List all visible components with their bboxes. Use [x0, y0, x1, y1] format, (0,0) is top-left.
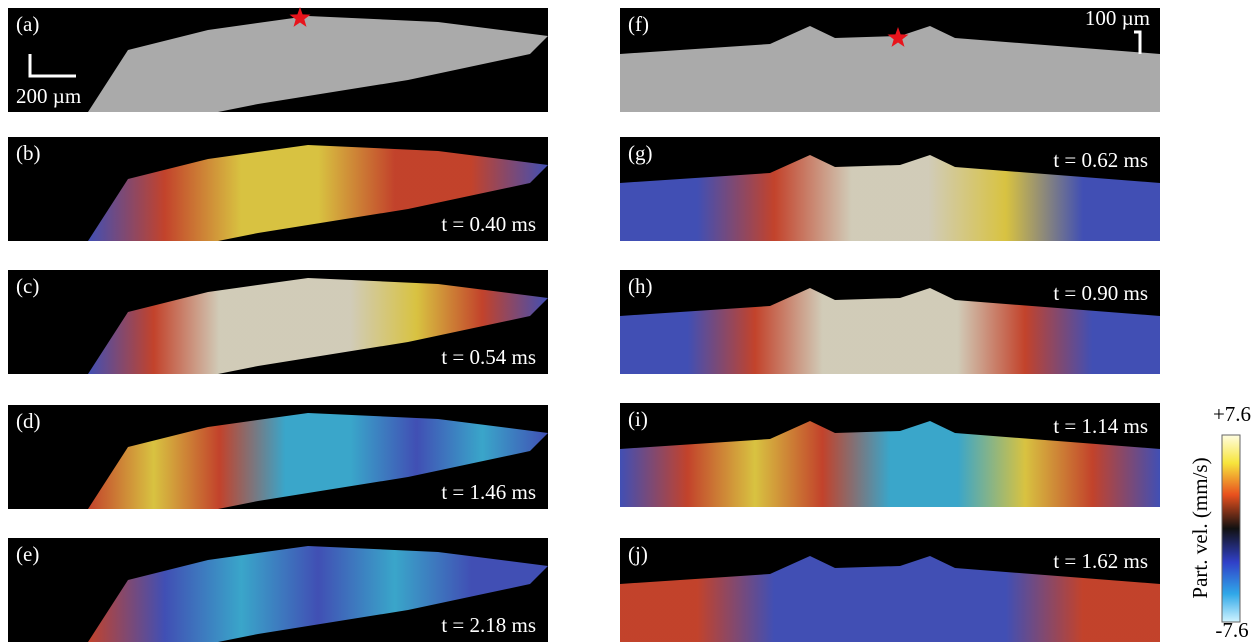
panel-label: (b)	[16, 141, 41, 165]
panel: (f) 100 µm	[620, 6, 1160, 112]
time-label: t = 1.46 ms	[441, 480, 536, 504]
panel-label: (g)	[628, 141, 653, 165]
panel: (h) t = 0.90 ms	[620, 270, 1160, 374]
time-label: t = 0.40 ms	[441, 212, 536, 236]
scale-bar-label: 200 µm	[16, 84, 81, 108]
panel: (g) t = 0.62 ms	[620, 137, 1160, 241]
colorbar-label: Part. vel. (mm/s)	[1188, 457, 1212, 598]
panel-label: (a)	[16, 12, 39, 36]
colorbar-max: +7.6	[1213, 402, 1251, 426]
scale-bar-label: 100 µm	[1085, 6, 1150, 30]
time-label: t = 0.54 ms	[441, 345, 536, 369]
panel-label: (j)	[628, 542, 648, 566]
panel: (a) 200 µm	[8, 7, 548, 112]
time-label: t = 1.14 ms	[1053, 414, 1148, 438]
colorbar	[1222, 435, 1240, 622]
time-label: t = 0.62 ms	[1053, 148, 1148, 172]
panel: (e) t = 2.18 ms	[8, 538, 548, 642]
panel-label: (e)	[16, 542, 39, 566]
panel-label: (c)	[16, 274, 39, 298]
colorbar-min: -7.6	[1215, 618, 1248, 642]
panel-label: (i)	[628, 407, 648, 431]
time-label: t = 2.18 ms	[441, 613, 536, 637]
figure: +7.6 -7.6 Part. vel. (mm/s) (a) 200 µm (b)…	[0, 0, 1254, 644]
panel-label: (f)	[628, 12, 649, 36]
panel-label: (d)	[16, 409, 41, 433]
time-label: t = 1.62 ms	[1053, 549, 1148, 573]
panel-label: (h)	[628, 274, 653, 298]
panel: (d) t = 1.46 ms	[8, 405, 548, 509]
panel: (b) t = 0.40 ms	[8, 137, 548, 241]
panel: (j) t = 1.62 ms	[620, 538, 1160, 642]
panel: (c) t = 0.54 ms	[8, 270, 548, 374]
panel: (i) t = 1.14 ms	[620, 403, 1160, 507]
time-label: t = 0.90 ms	[1053, 281, 1148, 305]
